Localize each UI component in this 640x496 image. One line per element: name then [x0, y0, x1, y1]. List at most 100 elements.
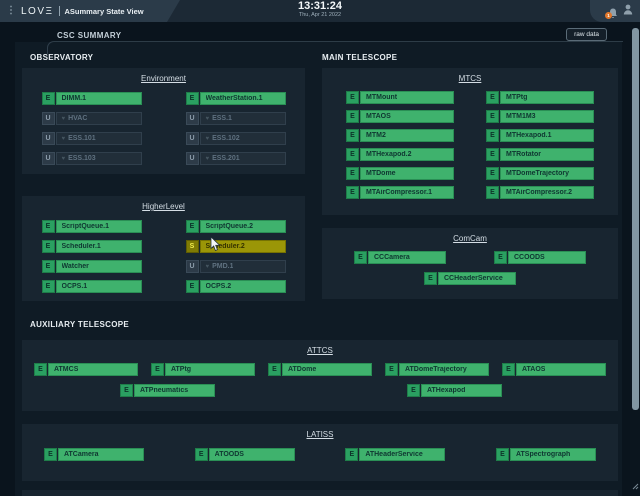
state-badge: E: [185, 280, 199, 293]
state-badge: U: [41, 152, 55, 165]
group-box-attcs: ATTCS E ATMCS E ATPtg E ATDome E ATDomeTraje…: [22, 340, 618, 411]
group-title-latiss: LATISS: [306, 430, 334, 439]
csc-chip-scheduler1[interactable]: E Scheduler.1: [41, 240, 142, 253]
csc-chip-mtptg[interactable]: E MTPtg: [486, 91, 594, 104]
logo-divider: [59, 6, 60, 16]
state-badge: E: [495, 448, 509, 461]
state-badge: E: [486, 186, 499, 199]
state-badge: E: [385, 363, 398, 376]
heartbeat-lost-icon: ♥: [61, 135, 66, 142]
state-badge: E: [486, 110, 499, 123]
state-badge: E: [486, 91, 499, 104]
csc-chip-weatherstation1[interactable]: E WeatherStation.1: [185, 92, 286, 105]
group-box-latiss: LATISS E ATCamera E ATOODS E ATHeaderServic…: [22, 424, 618, 481]
heartbeat-lost-icon: ♥: [205, 115, 210, 122]
state-badge: E: [346, 186, 359, 199]
csc-chip-scriptqueue2[interactable]: E ScriptQueue.2: [185, 220, 286, 233]
state-badge: E: [185, 92, 199, 105]
heartbeat-lost-icon: ♥: [205, 135, 210, 142]
user-icon[interactable]: [623, 2, 633, 20]
csc-chip-scriptqueue1[interactable]: E ScriptQueue.1: [41, 220, 142, 233]
attcs-row-2: E ATPneumatics E ATHexapod: [22, 384, 618, 397]
csc-chip-atptg[interactable]: E ATPtg: [151, 363, 255, 376]
group-box-comcam: ComCam E CCCamera E CCOODS E CCHeaderServic…: [322, 228, 618, 299]
state-badge: E: [486, 167, 499, 180]
higherlevel-grid: E ScriptQueue.1 E ScriptQueue.2 E Scheduler…: [22, 220, 305, 293]
topbar-actions: 1: [590, 0, 640, 22]
raw-data-button[interactable]: raw data: [566, 28, 607, 41]
csc-chip-ccheaderservice[interactable]: E CCHeaderService: [424, 272, 516, 285]
scrollbar-thumb[interactable]: [632, 28, 639, 410]
state-badge: E: [120, 384, 133, 397]
csc-chip-atheaderservice[interactable]: E ATHeaderService: [345, 448, 446, 461]
csc-chip-atcamera[interactable]: E ATCamera: [44, 448, 144, 461]
csc-chip-mtaircompressor2[interactable]: E MTAirCompressor.2: [486, 186, 594, 199]
csc-chip-mtm2[interactable]: E MTM2: [346, 129, 454, 142]
csc-chip-atdome[interactable]: E ATDome: [268, 363, 372, 376]
notification-bell-icon[interactable]: 1: [605, 6, 618, 19]
csc-chip-ccoods[interactable]: E CCOODS: [494, 251, 586, 264]
app-tab: ⋮ LOVΞ ASummary State View: [0, 0, 180, 22]
csc-chip-scheduler2[interactable]: S Scheduler.2: [185, 240, 286, 253]
section-title-main-telescope: MAIN TELESCOPE: [322, 53, 398, 62]
csc-chip-atpneumatics[interactable]: E ATPneumatics: [120, 384, 215, 397]
csc-chip-mtm1m3[interactable]: E MTM1M3: [486, 110, 594, 123]
csc-chip-watcher[interactable]: E Watcher: [41, 260, 142, 273]
csc-chip-ocps1[interactable]: E OCPS.1: [41, 280, 142, 293]
csc-chip-mtdome[interactable]: E MTDome: [346, 167, 454, 180]
state-badge: E: [44, 448, 57, 461]
csc-chip-atspectrograph[interactable]: E ATSpectrograph: [495, 448, 596, 461]
state-badge: E: [345, 448, 359, 461]
csc-chip-mtaos[interactable]: E MTAOS: [346, 110, 454, 123]
csc-chip-mtdometrajectory[interactable]: E MTDomeTrajectory: [486, 167, 594, 180]
csc-chip-atdometrajectory[interactable]: E ATDomeTrajectory: [385, 363, 489, 376]
csc-chip-mtaircompressor1[interactable]: E MTAirCompressor.1: [346, 186, 454, 199]
csc-chip-pmd1[interactable]: U ♥ PMD.1: [185, 260, 286, 273]
csc-chip-dimm1[interactable]: E DIMM.1: [41, 92, 142, 105]
csc-chip-ataos[interactable]: E ATAOS: [502, 363, 606, 376]
state-badge: U: [185, 260, 199, 273]
menu-dots-icon[interactable]: ⋮: [6, 5, 16, 16]
mouse-cursor: [210, 236, 221, 257]
csc-chip-mtmount[interactable]: E MTMount: [346, 91, 454, 104]
state-badge: E: [486, 148, 499, 161]
heartbeat-lost-icon: ♥: [61, 155, 66, 162]
csc-chip-ess201[interactable]: U ♥ ESS.201: [185, 152, 286, 165]
csc-chip-ess102[interactable]: U ♥ ESS.102: [185, 132, 286, 145]
state-badge: E: [41, 260, 55, 273]
state-badge: E: [346, 129, 359, 142]
csc-chip-ess1[interactable]: U ♥ ESS.1: [185, 112, 286, 125]
page-title: CSC SUMMARY: [57, 31, 122, 40]
csc-chip-atoods[interactable]: E ATOODS: [194, 448, 295, 461]
group-title-environment: Environment: [141, 74, 186, 83]
state-badge: E: [346, 167, 359, 180]
csc-chip-atmcs[interactable]: E ATMCS: [34, 363, 138, 376]
csc-chip-mthexapod1[interactable]: E MTHexapod.1: [486, 129, 594, 142]
csc-chip-ess103[interactable]: U ♥ ESS.103: [41, 152, 142, 165]
heartbeat-lost-icon: ♥: [205, 155, 210, 162]
group-title-attcs: ATTCS: [307, 346, 333, 355]
csc-chip-hvac[interactable]: U ♥ HVAC: [41, 112, 142, 125]
csc-chip-athexapod[interactable]: E ATHexapod: [407, 384, 502, 397]
latiss-row: E ATCamera E ATOODS E ATHeaderService E ATSp…: [22, 448, 618, 461]
comcam-row-2: E CCHeaderService: [322, 272, 618, 285]
state-badge: U: [185, 152, 199, 165]
comcam-row-1: E CCCamera E CCOODS: [322, 251, 618, 264]
state-badge: E: [34, 363, 47, 376]
state-badge: E: [346, 148, 359, 161]
csc-chip-ocps2[interactable]: E OCPS.2: [185, 280, 286, 293]
group-box-mtcs: MTCS E MTMount E MTPtg E MTAOS E MTM1M3 E MTM…: [322, 68, 618, 215]
csc-chip-cccamera[interactable]: E CCCamera: [354, 251, 446, 264]
section-title-observatory: OBSERVATORY: [30, 53, 94, 62]
heartbeat-lost-icon: ♥: [61, 115, 66, 122]
state-badge: E: [346, 91, 359, 104]
state-badge: U: [185, 132, 199, 145]
love-logo: LOVΞ: [21, 5, 54, 17]
csc-chip-mthexapod2[interactable]: E MTHexapod.2: [346, 148, 454, 161]
view-title: ASummary State View: [64, 6, 144, 16]
state-badge: E: [346, 110, 359, 123]
state-badge: E: [41, 280, 55, 293]
csc-chip-mtrotator[interactable]: E MTRotator: [486, 148, 594, 161]
csc-chip-ess101[interactable]: U ♥ ESS.101: [41, 132, 142, 145]
state-badge: E: [41, 92, 55, 105]
